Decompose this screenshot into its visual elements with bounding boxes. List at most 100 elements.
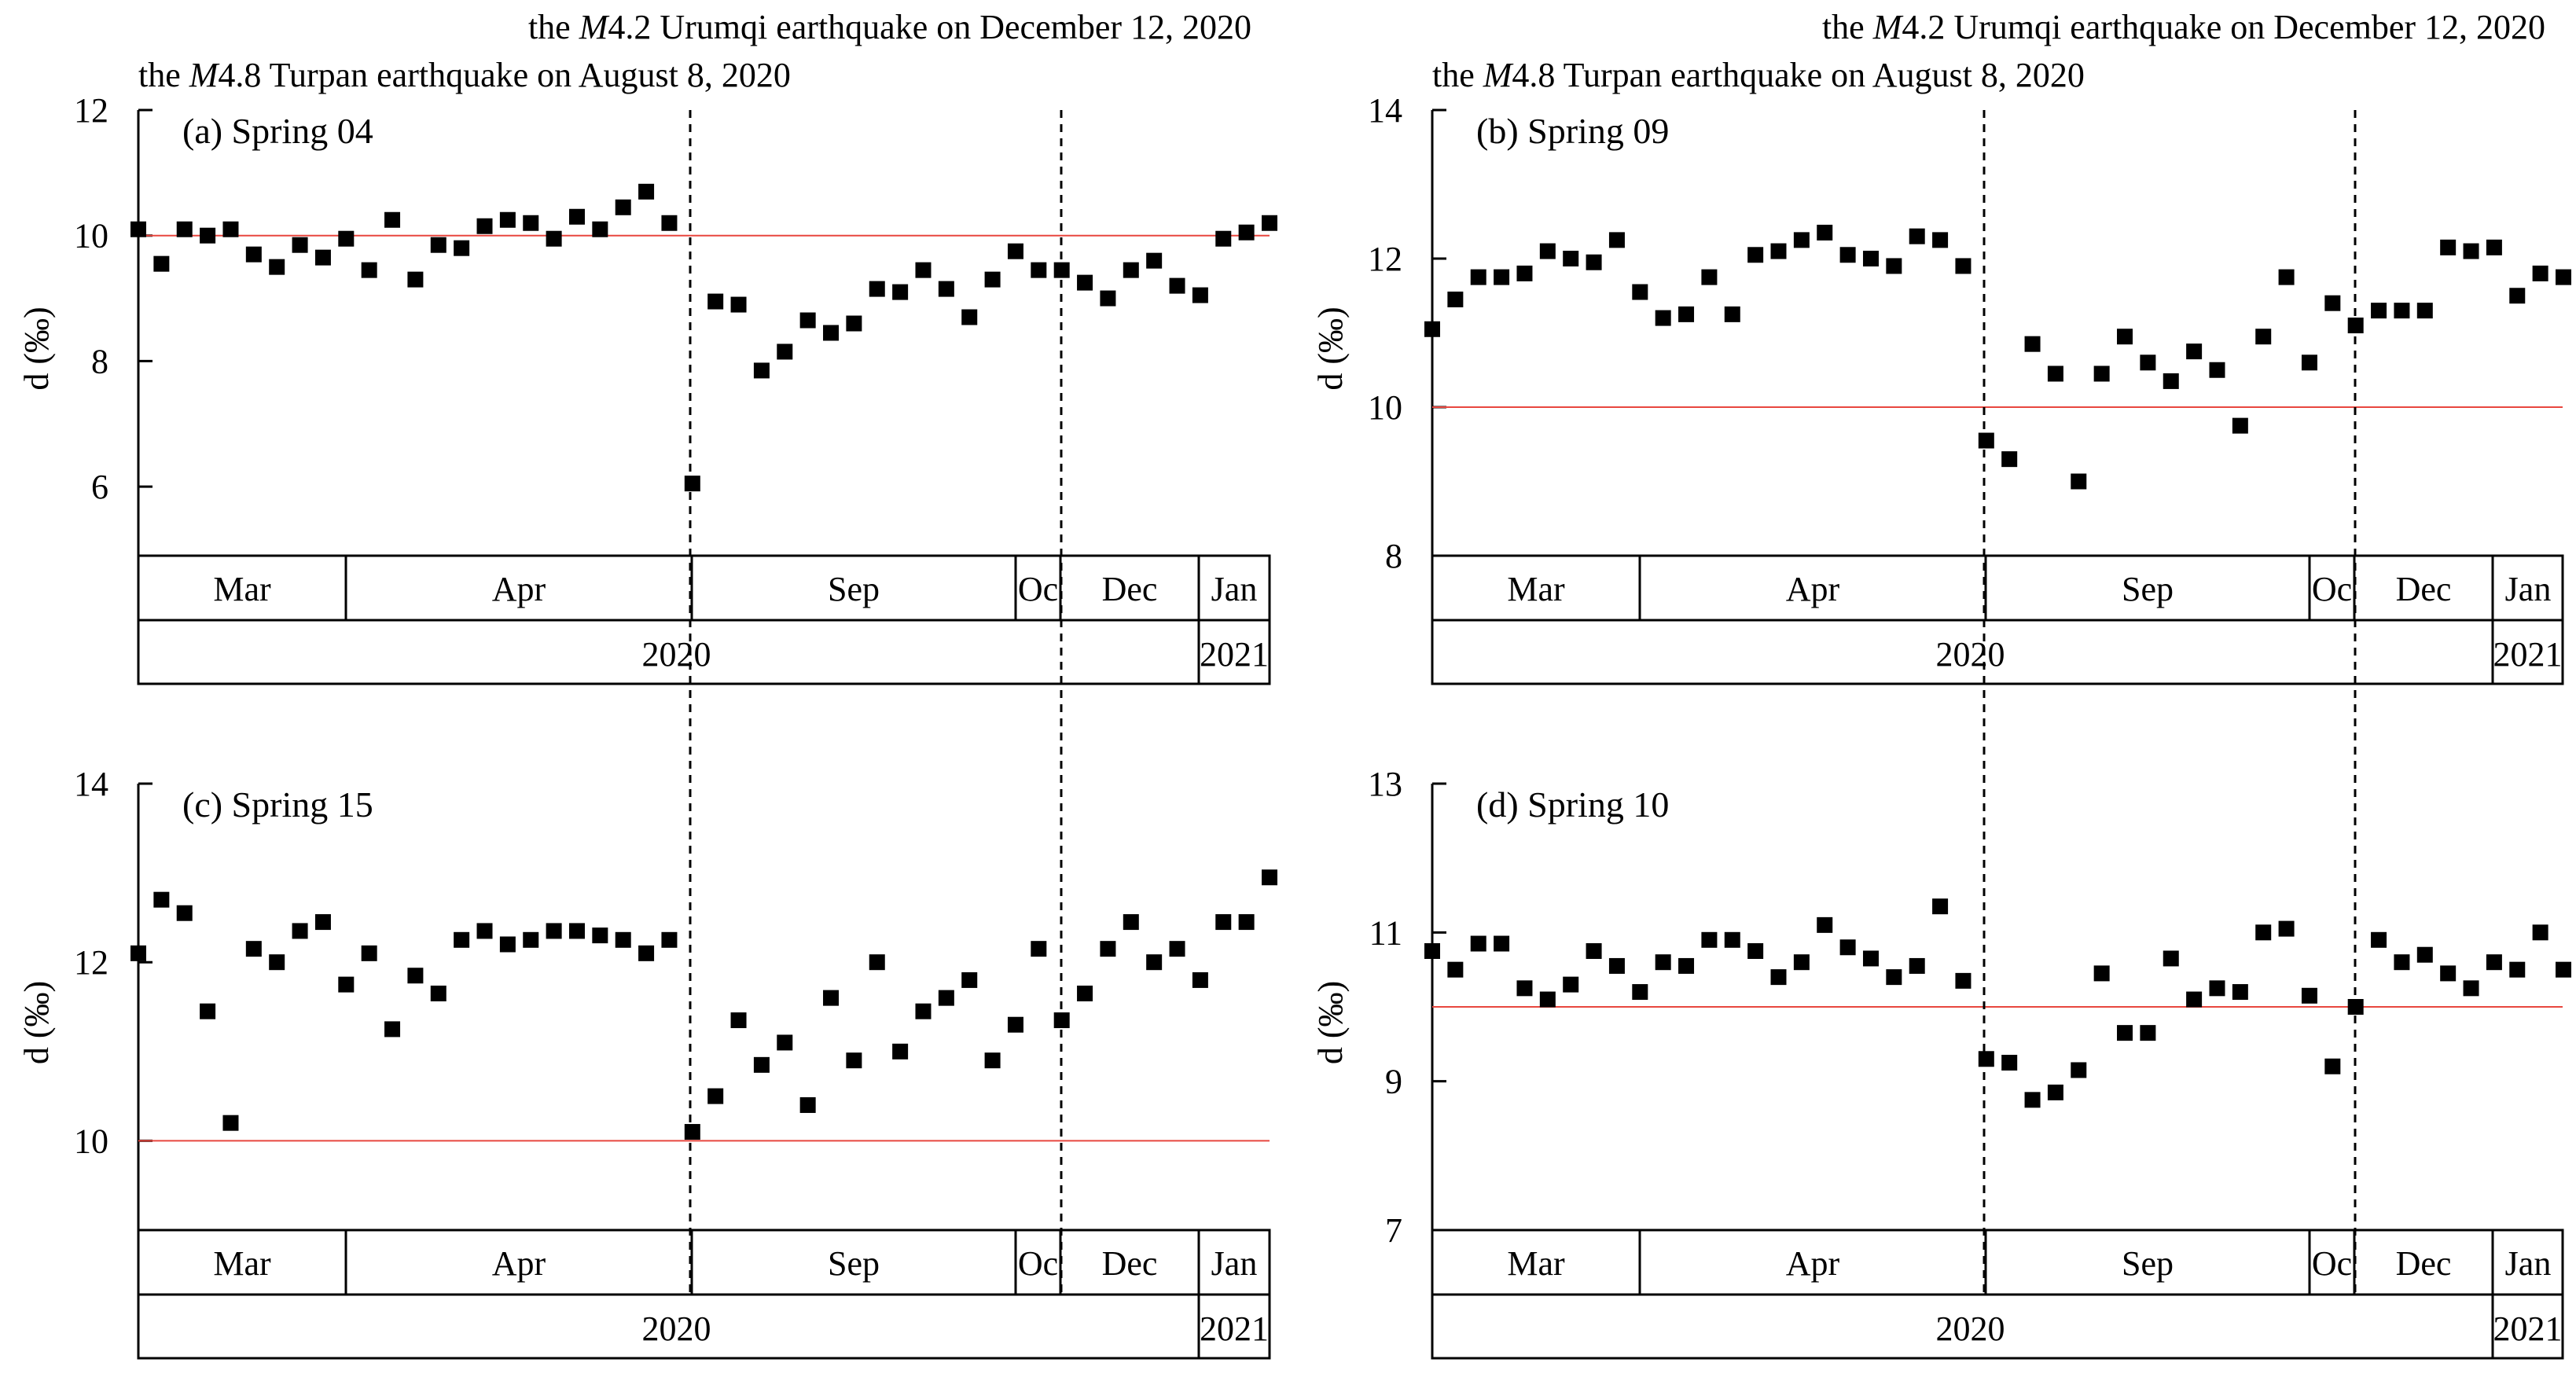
data-point bbox=[1978, 432, 1994, 449]
data-point bbox=[2255, 924, 2272, 941]
data-point bbox=[2163, 373, 2179, 389]
data-point bbox=[1655, 310, 1671, 326]
data-point bbox=[1192, 287, 1208, 303]
data-point bbox=[1424, 943, 1440, 959]
data-point bbox=[1238, 914, 1255, 931]
month-label: Sep bbox=[828, 1244, 880, 1283]
data-point bbox=[245, 246, 262, 263]
data-point bbox=[2140, 354, 2156, 371]
data-point bbox=[499, 936, 516, 953]
data-point bbox=[2556, 961, 2571, 978]
data-point bbox=[1563, 976, 1579, 993]
data-point bbox=[314, 914, 331, 931]
data-point bbox=[222, 221, 239, 237]
data-point bbox=[2140, 1025, 2156, 1041]
data-point bbox=[2416, 303, 2433, 319]
month-label: Mar bbox=[1507, 570, 1565, 608]
data-point bbox=[638, 183, 655, 200]
data-point bbox=[1770, 243, 1787, 259]
panel-d: 7 9 11 13 d (‰) (d) Spring 10 Mar Apr Sep Oc Dec Ja… bbox=[1311, 765, 2571, 1360]
data-point bbox=[2509, 288, 2526, 304]
data-point bbox=[915, 262, 932, 278]
data-point bbox=[1701, 931, 1718, 948]
data-point bbox=[1077, 985, 1093, 1001]
data-point bbox=[176, 221, 193, 237]
y-tick-label: 8 bbox=[91, 342, 108, 380]
year-label: 2021 bbox=[2493, 1309, 2563, 1348]
event-label-urumqi: the M4.2 Urumqi earthquake on December 1… bbox=[528, 8, 1251, 46]
y-tick-label: 14 bbox=[1368, 91, 1402, 130]
data-point bbox=[753, 1056, 770, 1073]
month-label: Sep bbox=[828, 570, 880, 608]
panel-label: (b) Spring 09 bbox=[1476, 111, 1669, 151]
data-point bbox=[892, 1043, 909, 1060]
data-point bbox=[2093, 965, 2110, 982]
data-point bbox=[361, 945, 377, 961]
data-point bbox=[407, 271, 424, 288]
data-point bbox=[1516, 265, 1533, 281]
data-point bbox=[2117, 1025, 2133, 1041]
data-point bbox=[2232, 417, 2248, 434]
year-label: 2021 bbox=[2493, 635, 2563, 674]
data-point bbox=[1817, 224, 1833, 241]
month-label: Oc bbox=[1018, 1244, 1058, 1283]
data-point bbox=[2117, 329, 2133, 345]
data-point bbox=[615, 199, 631, 215]
data-point bbox=[2556, 269, 2571, 285]
y-tick-label: 9 bbox=[1385, 1063, 1402, 1101]
panel-label: (a) Spring 04 bbox=[182, 111, 373, 151]
data-point bbox=[1932, 898, 1949, 915]
data-point bbox=[1031, 941, 1047, 957]
data-point bbox=[2024, 336, 2041, 352]
data-point bbox=[1470, 935, 1486, 952]
data-point bbox=[1724, 306, 1740, 322]
data-point bbox=[269, 954, 285, 971]
data-point bbox=[984, 1052, 1001, 1069]
data-point bbox=[730, 296, 747, 313]
data-point bbox=[1077, 274, 1093, 291]
data-point bbox=[1031, 262, 1047, 278]
event-label-turpan: the M4.8 Turpan earthquake on August 8, … bbox=[1432, 56, 2085, 94]
month-label: Jan bbox=[1211, 570, 1258, 608]
data-point bbox=[1100, 290, 1116, 307]
data-point bbox=[1608, 957, 1625, 974]
month-label: Oc bbox=[2312, 1244, 2352, 1283]
panel-label: (c) Spring 15 bbox=[182, 784, 373, 825]
panel-a: 6 8 10 12 d (‰) (a) Spring 04 Mar Apr Sep Oc Dec Ja… bbox=[17, 91, 1277, 685]
month-label: Dec bbox=[1102, 570, 1158, 608]
data-point bbox=[592, 221, 608, 237]
data-point bbox=[1539, 991, 1556, 1008]
data-point bbox=[1909, 957, 1925, 974]
data-point bbox=[1909, 228, 1925, 244]
data-point bbox=[2371, 303, 2387, 319]
panel-b: 8 10 12 14 d (‰) (b) Spring 09 Mar Apr Sep Oc Dec J… bbox=[1311, 91, 2571, 685]
y-tick-label: 10 bbox=[74, 217, 108, 255]
month-label: Sep bbox=[2122, 1244, 2174, 1283]
data-point bbox=[2486, 954, 2502, 971]
data-point bbox=[2532, 265, 2548, 281]
data-point bbox=[1146, 252, 1163, 269]
year-label: 2020 bbox=[1936, 1309, 2005, 1348]
data-point bbox=[1955, 972, 1972, 989]
data-point bbox=[476, 218, 493, 234]
y-axis-title: d (‰) bbox=[1311, 307, 1350, 390]
data-point bbox=[892, 284, 909, 300]
month-label: Jan bbox=[2505, 570, 2552, 608]
data-point bbox=[2093, 365, 2110, 382]
data-point bbox=[2509, 961, 2526, 978]
data-point bbox=[2001, 1055, 2018, 1071]
data-point bbox=[1886, 969, 1902, 986]
y-tick-label: 7 bbox=[1385, 1211, 1402, 1250]
data-point bbox=[2047, 365, 2063, 382]
data-point bbox=[2024, 1092, 2041, 1108]
data-point bbox=[568, 923, 585, 939]
data-point bbox=[568, 208, 585, 225]
data-point bbox=[2416, 946, 2433, 963]
data-point bbox=[2324, 295, 2341, 311]
data-point bbox=[407, 968, 424, 984]
data-point bbox=[1262, 869, 1277, 886]
data-point bbox=[2209, 980, 2225, 997]
data-point bbox=[2532, 924, 2548, 941]
data-point bbox=[1424, 321, 1440, 337]
data-point bbox=[2371, 931, 2387, 948]
